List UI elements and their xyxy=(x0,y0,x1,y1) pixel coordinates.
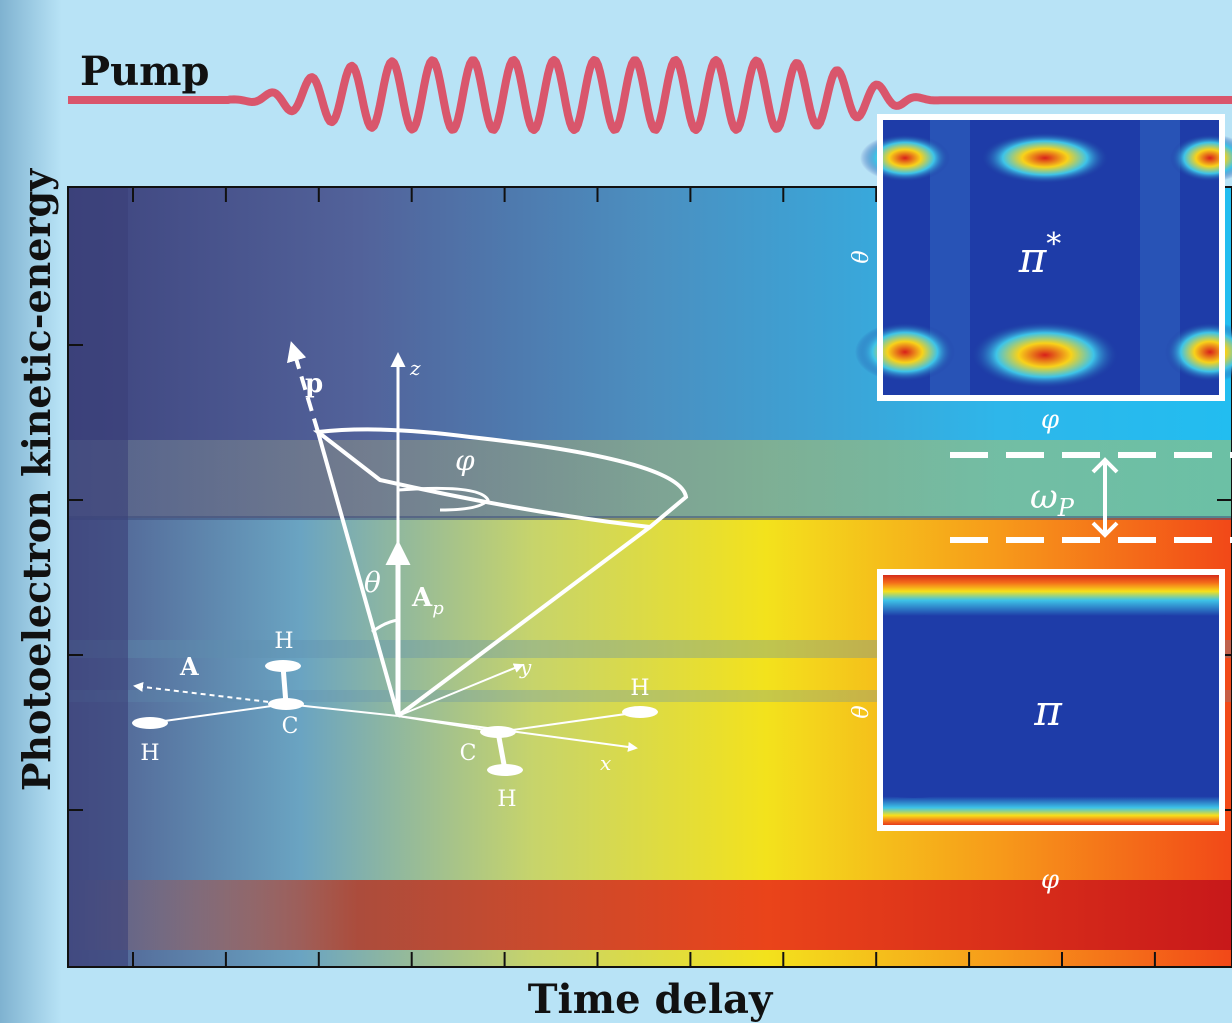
gap-label: ωP xyxy=(1030,477,1075,522)
energy-gap xyxy=(950,452,1232,543)
inset-frame xyxy=(877,569,1225,831)
bond xyxy=(497,711,641,733)
bond xyxy=(149,703,287,724)
heatmap-band xyxy=(68,880,1232,950)
cone-edge xyxy=(316,431,400,717)
atom-label: H xyxy=(497,787,516,812)
gap-arrowheads xyxy=(1091,457,1119,538)
gap-base: ω xyxy=(1030,477,1058,517)
inset-label: π* xyxy=(1018,227,1062,282)
y-axis-title: Photoelectron kinetic-energy xyxy=(14,168,59,791)
inset-top: π* θ φ xyxy=(849,114,1232,435)
inset-lobe xyxy=(860,134,950,182)
inset-band xyxy=(880,572,1222,660)
pump-label: Pump xyxy=(80,48,209,95)
inset-lobe xyxy=(1165,322,1232,382)
inset-label-sup: * xyxy=(1046,227,1061,262)
atom xyxy=(132,717,168,729)
a-vector xyxy=(133,681,287,705)
x-axis-arrow xyxy=(397,715,638,752)
gap-sub: P xyxy=(1057,494,1075,522)
x-axis-title: Time delay xyxy=(528,976,774,1023)
inset-x-label: φ xyxy=(1041,865,1060,895)
atom-label: H xyxy=(630,676,649,701)
atom xyxy=(622,706,658,718)
bond xyxy=(280,665,289,705)
inset-y-label: θ xyxy=(849,250,874,263)
atom-label: H xyxy=(274,629,293,654)
diagram-labels: p z y x φ θ Ap A xyxy=(179,356,611,775)
theta-label: θ xyxy=(364,566,381,599)
z-label: z xyxy=(409,356,421,380)
inset-lobe xyxy=(1170,134,1232,182)
heatmap-edge xyxy=(68,187,128,967)
a-label: A xyxy=(179,652,199,681)
inset-band xyxy=(880,765,1222,828)
heatmap-stripe xyxy=(68,516,1232,520)
atom xyxy=(487,764,523,776)
inset-label-base: π xyxy=(1018,233,1048,282)
phi-label: φ xyxy=(455,444,475,477)
inset-lobe xyxy=(855,322,955,382)
bond xyxy=(285,703,399,717)
pump-pulse xyxy=(68,56,1232,134)
ap-label: Ap xyxy=(411,583,444,619)
atom-label: C xyxy=(282,714,299,739)
inset-lobe xyxy=(970,321,1120,389)
geometry-diagram xyxy=(133,341,689,771)
phi-arc xyxy=(397,486,490,512)
inset-label: π xyxy=(1033,686,1063,735)
inset-y-label: θ xyxy=(849,705,874,718)
atom xyxy=(268,698,304,710)
x-label: x xyxy=(600,751,611,775)
atom-label: H xyxy=(140,741,159,766)
inset-lobe xyxy=(980,132,1110,184)
inset-bottom: π θ φ xyxy=(849,569,1225,895)
y-label: y xyxy=(519,655,532,679)
cone-rim xyxy=(312,427,689,530)
inset-frame xyxy=(877,114,1225,401)
atom xyxy=(265,660,301,672)
ap-sub: p xyxy=(432,598,444,619)
ticks xyxy=(68,187,1232,967)
atom-label: C xyxy=(460,741,477,766)
ap-base: A xyxy=(411,583,433,613)
y-axis-arrow xyxy=(397,663,524,717)
atom xyxy=(480,726,516,738)
p-vector xyxy=(287,341,320,433)
cone-edge xyxy=(396,525,652,718)
p-label: p xyxy=(305,369,323,399)
bond xyxy=(495,731,508,771)
atoms xyxy=(132,660,658,776)
bond xyxy=(397,715,499,733)
inset-x-label: φ xyxy=(1041,405,1060,435)
frame xyxy=(67,186,1232,968)
atom-labels: H C H C H H xyxy=(140,629,649,812)
